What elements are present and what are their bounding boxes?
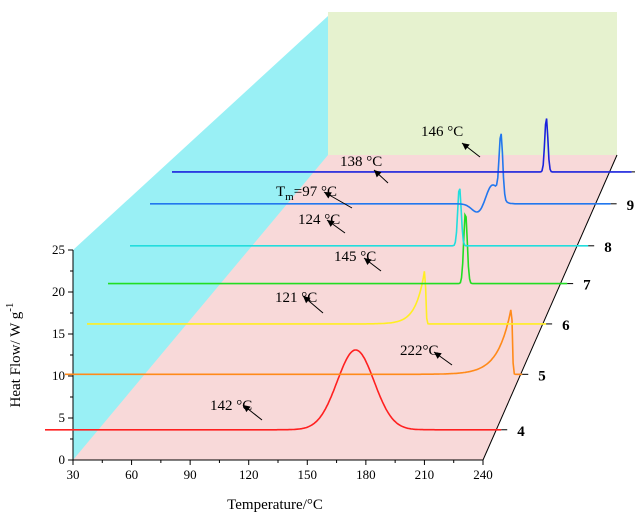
depth-label-7: 7 [583, 278, 591, 294]
y-tick-label: 10 [52, 368, 65, 383]
x-tick-label: 120 [239, 467, 259, 482]
x-tick-label: 180 [356, 467, 376, 482]
peak-annotation-9: 138 °C [340, 154, 382, 170]
annotation-arrowhead [434, 352, 442, 359]
annotation-arrowhead [243, 405, 251, 413]
annotation-arrowhead [303, 296, 311, 304]
y-tick-label: 5 [59, 410, 66, 425]
y-tick-label: 0 [59, 452, 66, 467]
annotation-arrowhead [324, 192, 332, 199]
y-tick-label: 20 [52, 284, 65, 299]
peak-annotation-4: 142 °C [210, 398, 252, 414]
tm-annotation: Tm=97 °C [276, 184, 337, 203]
peak-annotation-10: 146 °C [421, 124, 463, 140]
peak-annotation-6: 121 °C [275, 290, 317, 306]
x-tick-label: 240 [473, 467, 493, 482]
y-axis-title: Heat Flow/ W g-1 [4, 303, 24, 408]
series-line-4 [45, 349, 502, 431]
y-tick-label: 15 [52, 326, 65, 341]
x-tick-label: 210 [415, 467, 435, 482]
series-line-9 [150, 133, 611, 213]
y-tick-label: 25 [52, 242, 65, 257]
axes: 30 60 90 120 150 180 210 240 0 5 10 15 20 25 [52, 154, 618, 482]
annotation-arrowhead [374, 170, 382, 178]
depth-label-4: 4 [517, 424, 525, 440]
floor-plane [73, 155, 617, 460]
depth-label-6: 6 [562, 318, 570, 334]
x-tick-label: 90 [184, 467, 197, 482]
series-line-7 [108, 212, 568, 285]
series-line-10 [172, 118, 632, 173]
series-layer [45, 118, 632, 431]
x-tick-label: 60 [125, 467, 138, 482]
x-tick-label: 150 [298, 467, 318, 482]
annotation-arrowhead [327, 220, 335, 227]
back-wall [328, 12, 617, 155]
annotation-arrowhead [364, 258, 372, 266]
depth-label-5: 5 [538, 368, 546, 384]
series-line-5 [65, 309, 523, 376]
depth-label-8: 8 [604, 240, 612, 256]
x-tick-label: 30 [67, 467, 80, 482]
series-line-8 [130, 188, 589, 247]
series-line-6 [87, 271, 547, 325]
annotation-arrowhead [462, 143, 470, 151]
depth-axis-line [482, 154, 618, 461]
x-axis-title: Temperature/°C [227, 497, 323, 513]
peak-annotation-5: 222°C [400, 343, 439, 359]
depth-label-9: 9 [627, 198, 635, 214]
